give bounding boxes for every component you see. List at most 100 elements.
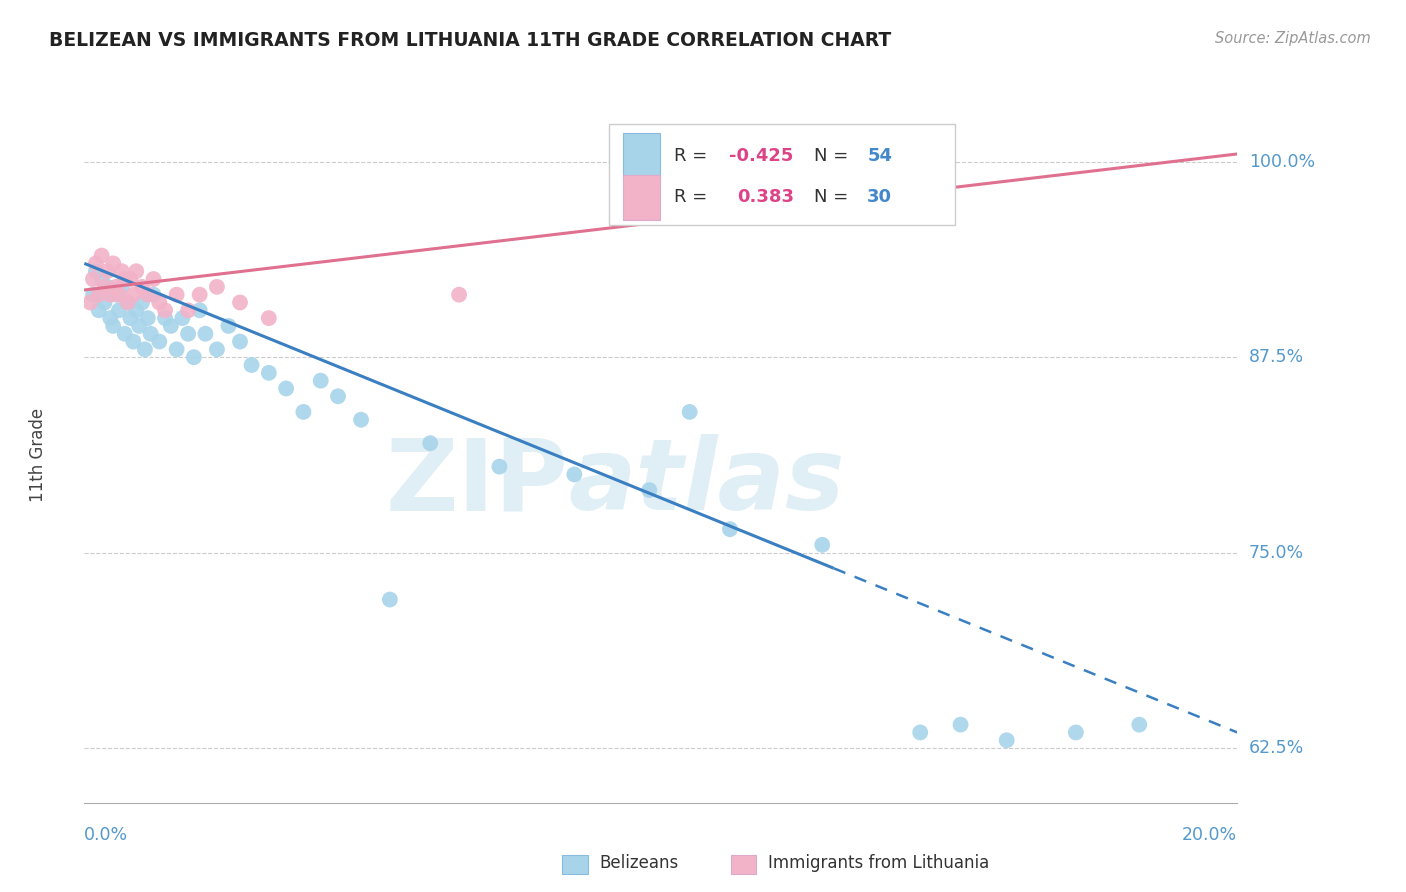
Text: BELIZEAN VS IMMIGRANTS FROM LITHUANIA 11TH GRADE CORRELATION CHART: BELIZEAN VS IMMIGRANTS FROM LITHUANIA 11… <box>49 31 891 50</box>
Text: N =: N = <box>814 188 855 206</box>
Text: Belizeans: Belizeans <box>599 855 678 872</box>
Point <box>718 522 741 536</box>
Point <box>1128 717 1150 731</box>
Text: N =: N = <box>814 147 855 165</box>
Point <box>949 717 972 731</box>
Point <box>177 326 200 341</box>
Point <box>564 467 586 482</box>
Point <box>229 334 252 349</box>
Text: ZIP: ZIP <box>385 434 568 532</box>
Point <box>90 249 112 263</box>
Point <box>114 326 136 341</box>
Point <box>120 311 142 326</box>
Text: 87.5%: 87.5% <box>1249 348 1303 367</box>
Point <box>93 295 115 310</box>
Point <box>148 295 170 310</box>
Point <box>82 272 104 286</box>
Point <box>87 287 110 301</box>
Point <box>309 374 332 388</box>
Point <box>134 343 156 357</box>
Point <box>122 334 145 349</box>
Point <box>96 264 118 278</box>
Point <box>131 295 153 310</box>
Point <box>638 483 661 497</box>
Point <box>910 725 932 739</box>
Point <box>188 287 211 301</box>
Text: 75.0%: 75.0% <box>1249 543 1303 562</box>
Point <box>419 436 441 450</box>
Point <box>98 311 121 326</box>
Point <box>93 280 115 294</box>
Text: 20.0%: 20.0% <box>1182 826 1237 844</box>
Point <box>120 272 142 286</box>
Point <box>142 287 165 301</box>
Text: 62.5%: 62.5% <box>1249 739 1303 757</box>
Point <box>166 287 188 301</box>
Point <box>148 334 170 349</box>
Point <box>737 162 759 177</box>
Text: 11th Grade: 11th Grade <box>30 408 48 502</box>
Point <box>103 318 124 333</box>
Point <box>111 264 134 278</box>
Point <box>1064 725 1087 739</box>
Point <box>177 303 200 318</box>
Text: Source: ZipAtlas.com: Source: ZipAtlas.com <box>1215 31 1371 46</box>
Point <box>188 303 211 318</box>
Point <box>122 287 145 301</box>
Point <box>378 592 401 607</box>
FancyBboxPatch shape <box>609 124 955 226</box>
Text: -0.425: -0.425 <box>728 147 793 165</box>
Point <box>98 287 121 301</box>
Point <box>105 287 128 301</box>
Point <box>125 264 148 278</box>
Point <box>136 311 159 326</box>
Point <box>166 343 188 357</box>
Point <box>218 318 240 333</box>
Point <box>995 733 1018 747</box>
Point <box>194 326 217 341</box>
Point <box>205 343 228 357</box>
Point <box>153 311 176 326</box>
Point <box>257 311 280 326</box>
Point <box>117 295 139 310</box>
Text: 0.0%: 0.0% <box>84 826 128 844</box>
Point <box>160 318 183 333</box>
Text: Immigrants from Lithuania: Immigrants from Lithuania <box>768 855 988 872</box>
Point <box>84 264 107 278</box>
Point <box>103 256 124 270</box>
Point <box>229 295 252 310</box>
Point <box>131 280 153 294</box>
Point <box>84 256 107 270</box>
Text: 30: 30 <box>868 188 893 206</box>
Point <box>108 303 131 318</box>
Point <box>79 295 101 310</box>
Point <box>183 350 205 364</box>
Text: atlas: atlas <box>568 434 845 532</box>
Point <box>108 287 131 301</box>
Point <box>114 272 136 286</box>
Text: 54: 54 <box>868 147 893 165</box>
Point <box>276 382 298 396</box>
Point <box>326 389 349 403</box>
Point <box>117 295 139 310</box>
Point <box>136 287 159 301</box>
Point <box>811 538 834 552</box>
Point <box>449 287 471 301</box>
Point <box>125 303 148 318</box>
Point <box>139 326 162 341</box>
Point <box>96 280 118 294</box>
Point <box>292 405 315 419</box>
Point <box>105 280 128 294</box>
Point <box>128 318 150 333</box>
Point <box>90 272 112 286</box>
Point <box>240 358 263 372</box>
Point <box>257 366 280 380</box>
Point <box>142 272 165 286</box>
FancyBboxPatch shape <box>623 133 659 178</box>
Text: R =: R = <box>673 188 713 206</box>
Point <box>82 287 104 301</box>
Point <box>488 459 510 474</box>
Point <box>87 303 110 318</box>
FancyBboxPatch shape <box>623 175 659 220</box>
Point <box>205 280 228 294</box>
